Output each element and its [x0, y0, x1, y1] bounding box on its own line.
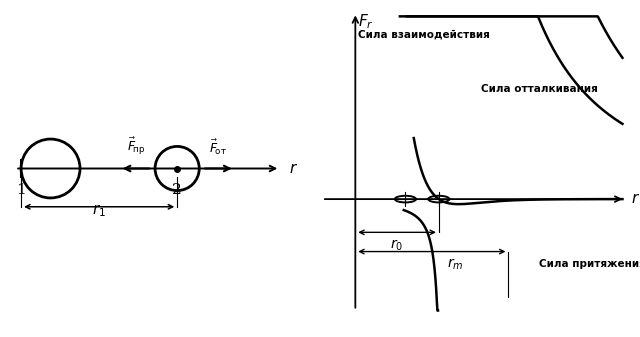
Text: Сила притяжения: Сила притяжения [539, 258, 640, 269]
Text: $r_0$: $r_0$ [390, 238, 404, 253]
Text: $\vec{F}_{\!\mathrm{от}}$: $\vec{F}_{\!\mathrm{от}}$ [209, 137, 227, 157]
Text: 1: 1 [16, 183, 26, 197]
Text: $r_m$: $r_m$ [447, 257, 463, 272]
Text: $\vec{F}_{\!\mathrm{пр}}$: $\vec{F}_{\!\mathrm{пр}}$ [127, 135, 145, 157]
Text: 2: 2 [172, 183, 182, 197]
Text: $r$: $r$ [631, 192, 640, 206]
Text: $r$: $r$ [289, 161, 298, 176]
Text: $r_1$: $r_1$ [92, 202, 106, 219]
Text: Сила взаимодействия: Сила взаимодействия [358, 30, 490, 40]
Text: $F_r$: $F_r$ [358, 12, 374, 31]
Text: Сила отталкивания: Сила отталкивания [481, 84, 597, 94]
